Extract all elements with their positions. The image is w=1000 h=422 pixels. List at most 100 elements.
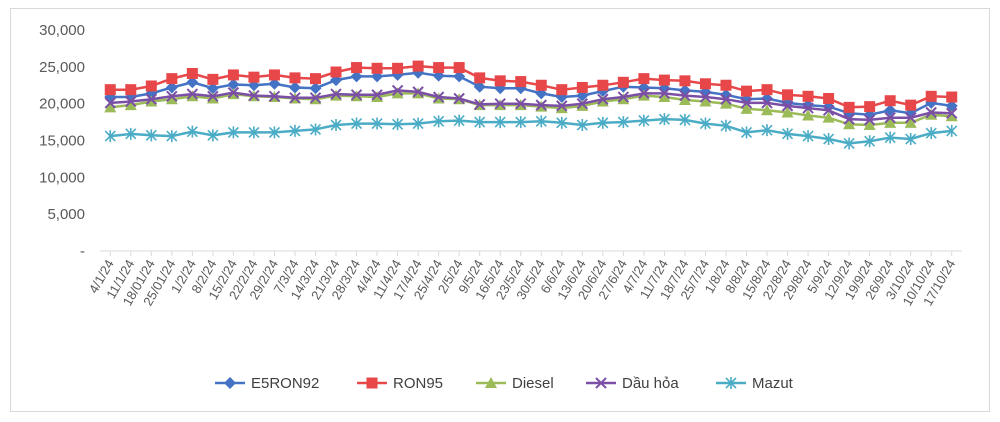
series-line-d-u-h-a xyxy=(110,89,952,122)
data-point-d-u-h-a xyxy=(576,97,589,110)
series-mazut xyxy=(104,113,958,150)
data-point-ron95 xyxy=(679,75,691,87)
data-point-ron95 xyxy=(741,85,752,97)
data-point-ron95 xyxy=(453,62,465,74)
data-point-d-u-h-a xyxy=(248,89,260,102)
data-point-diesel xyxy=(206,92,219,104)
y-tick-label: 25,000 xyxy=(39,59,85,76)
data-point-mazut xyxy=(823,133,835,146)
data-point-diesel xyxy=(719,97,732,109)
data-point-d-u-h-a xyxy=(638,87,650,100)
data-point-mazut xyxy=(412,117,424,130)
data-point-mazut xyxy=(535,115,547,128)
data-point-ron95 xyxy=(104,84,116,96)
data-point-ron95 xyxy=(330,66,342,78)
data-point-diesel xyxy=(104,101,117,113)
legend-marker xyxy=(366,377,378,389)
data-point-mazut xyxy=(268,126,281,139)
legend-label: RON95 xyxy=(393,375,443,392)
data-point-mazut xyxy=(761,124,773,137)
series-ron95 xyxy=(104,60,958,113)
data-point-ron95 xyxy=(310,73,321,85)
legend-marker xyxy=(725,377,737,389)
y-tick-label: 30,000 xyxy=(39,22,85,39)
data-point-d-u-h-a xyxy=(330,88,342,100)
data-point-d-u-h-a xyxy=(781,100,794,112)
data-point-mazut xyxy=(186,125,198,138)
data-point-diesel xyxy=(658,91,671,103)
data-point-e5ron92 xyxy=(761,92,774,105)
data-point-d-u-h-a xyxy=(432,91,445,103)
data-point-mazut xyxy=(494,116,506,129)
data-point-ron95 xyxy=(351,62,363,74)
data-point-d-u-h-a xyxy=(145,93,158,105)
data-point-mazut xyxy=(843,137,855,150)
data-point-mazut xyxy=(371,117,383,130)
data-point-e5ron92 xyxy=(288,81,301,94)
data-point-ron95 xyxy=(535,79,547,91)
data-point-d-u-h-a xyxy=(289,92,301,104)
data-point-e5ron92 xyxy=(309,82,322,95)
data-point-d-u-h-a xyxy=(207,90,219,103)
legend-item-d-u-h-a: Dầu hỏa xyxy=(586,375,679,392)
data-point-mazut xyxy=(453,114,465,127)
data-point-mazut xyxy=(392,118,404,131)
series-d-u-h-a xyxy=(104,84,958,126)
data-point-mazut xyxy=(556,116,568,129)
data-point-d-u-h-a xyxy=(494,97,506,110)
data-point-e5ron92 xyxy=(227,78,240,91)
data-point-d-u-h-a xyxy=(863,114,876,126)
data-point-ron95 xyxy=(371,62,383,74)
data-point-ron95 xyxy=(125,84,137,96)
data-point-diesel xyxy=(186,90,199,102)
data-point-d-u-h-a xyxy=(556,100,568,112)
data-point-d-u-h-a xyxy=(822,104,835,117)
data-point-d-u-h-a xyxy=(904,111,917,124)
data-point-ron95 xyxy=(884,95,896,107)
data-point-diesel xyxy=(761,104,774,116)
data-point-mazut xyxy=(740,126,753,139)
data-point-d-u-h-a xyxy=(125,95,137,108)
data-point-d-u-h-a xyxy=(699,91,712,103)
data-point-diesel xyxy=(145,95,158,107)
data-point-mazut xyxy=(802,130,814,143)
y-tick-label: - xyxy=(80,243,85,260)
data-point-diesel xyxy=(843,118,856,130)
data-point-diesel xyxy=(884,116,897,128)
legend-item-diesel: Diesel xyxy=(476,375,554,392)
data-point-ron95 xyxy=(925,90,937,102)
data-point-e5ron92 xyxy=(268,77,281,90)
data-point-ron95 xyxy=(699,78,711,90)
legend-item-mazut: Mazut xyxy=(716,375,794,392)
data-point-mazut xyxy=(946,124,958,137)
legend-item-e5ron92: E5RON92 xyxy=(215,375,319,392)
data-point-mazut xyxy=(699,117,712,130)
data-point-diesel xyxy=(371,91,384,103)
data-point-diesel xyxy=(863,119,876,131)
legend-label: E5RON92 xyxy=(251,375,319,392)
data-point-ron95 xyxy=(864,101,876,113)
data-point-ron95 xyxy=(248,71,260,83)
data-point-d-u-h-a xyxy=(761,97,773,109)
data-point-d-u-h-a xyxy=(350,89,363,101)
data-point-d-u-h-a xyxy=(412,86,424,98)
data-point-mazut xyxy=(864,135,876,148)
y-tick-label: 15,000 xyxy=(39,133,85,150)
data-point-e5ron92 xyxy=(473,80,486,93)
data-point-d-u-h-a xyxy=(473,98,486,111)
data-point-ron95 xyxy=(166,73,178,85)
x-axis: 4/1/2411/1/2418/01/2425/01/241/2/248/2/2… xyxy=(86,250,962,308)
data-point-mazut xyxy=(658,113,670,126)
data-point-ron95 xyxy=(494,75,506,87)
data-point-mazut xyxy=(515,116,527,129)
data-point-mazut xyxy=(638,114,650,127)
data-point-ron95 xyxy=(433,62,445,74)
data-point-d-u-h-a xyxy=(227,86,240,99)
y-tick-label: 5,000 xyxy=(47,206,85,223)
data-point-diesel xyxy=(637,89,650,101)
data-point-d-u-h-a xyxy=(679,89,691,102)
data-point-diesel xyxy=(555,102,568,114)
data-point-d-u-h-a xyxy=(309,92,322,104)
data-point-diesel xyxy=(617,93,630,105)
